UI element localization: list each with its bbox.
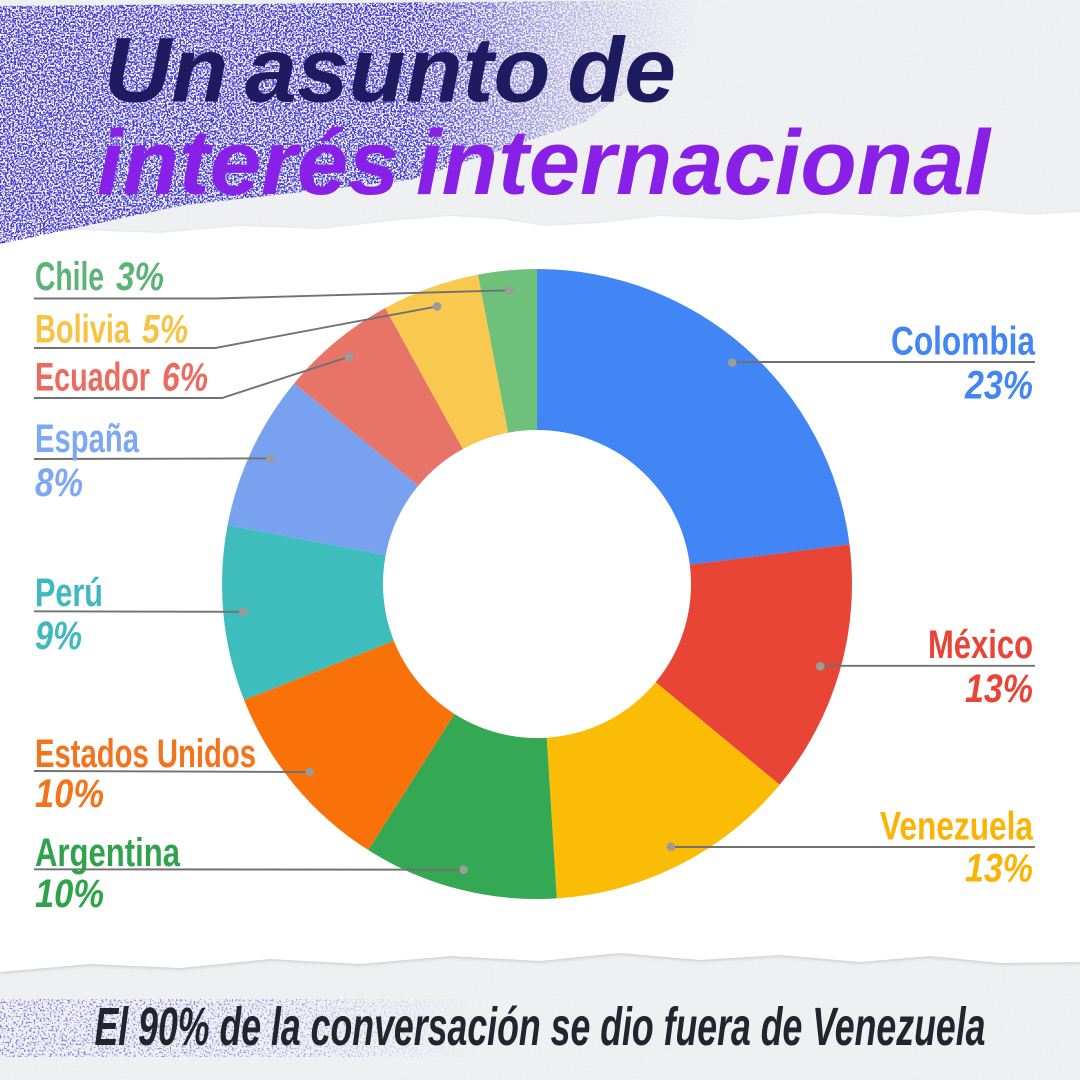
svg-text:Bolivia: Bolivia: [35, 308, 131, 352]
svg-text:Perú: Perú: [35, 571, 103, 615]
svg-text:España: España: [35, 417, 140, 461]
svg-text:8%: 8%: [35, 461, 83, 505]
svg-text:6%: 6%: [162, 356, 208, 400]
svg-text:5%: 5%: [142, 308, 188, 352]
svg-text:Un asunto de: Un asunto de: [104, 20, 676, 122]
svg-text:El 90% de la conversación se d: El 90% de la conversación se dio fuera d…: [95, 997, 986, 1057]
svg-text:23%: 23%: [964, 364, 1033, 408]
svg-text:México: México: [928, 623, 1033, 667]
svg-text:Argentina: Argentina: [35, 831, 181, 875]
svg-text:Colombia: Colombia: [891, 320, 1036, 364]
svg-text:Estados Unidos: Estados Unidos: [35, 732, 256, 776]
svg-text:3%: 3%: [116, 255, 164, 299]
svg-text:13%: 13%: [965, 847, 1033, 891]
svg-text:13%: 13%: [965, 667, 1033, 711]
svg-text:10%: 10%: [35, 772, 104, 816]
svg-text:interés internacional: interés internacional: [97, 112, 992, 214]
svg-text:Ecuador: Ecuador: [35, 356, 150, 400]
svg-text:9%: 9%: [35, 614, 82, 658]
svg-text:10%: 10%: [35, 872, 104, 916]
svg-text:Venezuela: Venezuela: [880, 805, 1034, 849]
svg-text:Chile: Chile: [35, 255, 104, 299]
